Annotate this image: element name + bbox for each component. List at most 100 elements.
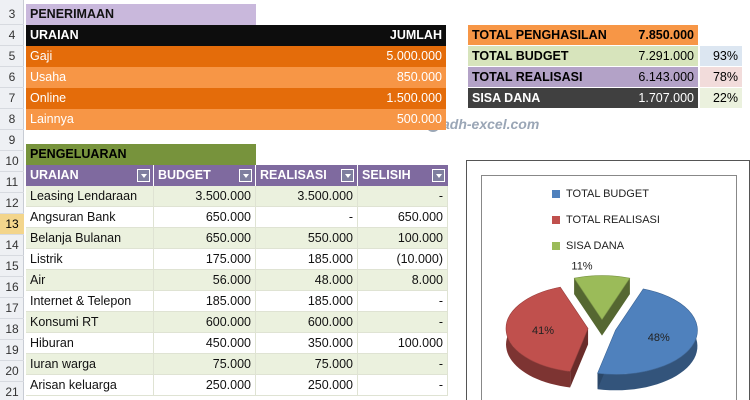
summary-label[interactable]: SISA DANA	[468, 88, 618, 109]
pengeluaran-selisih-cell[interactable]: 100.000	[358, 333, 448, 354]
pengeluaran-uraian-cell[interactable]: Internet & Telepon	[26, 291, 154, 312]
pengeluaran-budget-cell[interactable]: 56.000	[154, 270, 256, 291]
pengeluaran-realisasi-cell[interactable]: 3.500.000	[256, 186, 358, 207]
pengeluaran-budget-cell[interactable]: 175.000	[154, 249, 256, 270]
summary-percent[interactable]: 78%	[700, 67, 742, 88]
row-number[interactable]: 15	[0, 256, 24, 277]
row-number[interactable]: 18	[0, 319, 24, 340]
penerimaan-jumlah-cell[interactable]: 5.000.000	[346, 46, 446, 67]
pengeluaran-selisih-cell[interactable]: -	[358, 312, 448, 333]
pie-data-label: 11%	[571, 261, 592, 273]
pengeluaran-budget-cell[interactable]: 75.000	[154, 354, 256, 375]
pengeluaran-selisih-cell[interactable]: -	[358, 375, 448, 396]
summary-value[interactable]: 7.850.000	[618, 25, 698, 46]
row-number[interactable]: 17	[0, 298, 24, 319]
filter-dropdown-icon[interactable]	[341, 169, 354, 182]
penerimaan-title[interactable]: PENERIMAAN	[26, 4, 256, 25]
row-number[interactable]: 13	[0, 214, 24, 235]
pengeluaran-realisasi-cell[interactable]: 75.000	[256, 354, 358, 375]
pengeluaran-uraian-cell[interactable]: Arisan keluarga	[26, 375, 154, 396]
summary-value[interactable]: 6.143.000	[618, 67, 698, 88]
pengeluaran-budget-cell[interactable]: 650.000	[154, 228, 256, 249]
penerimaan-jumlah-cell[interactable]: 1.500.000	[346, 88, 446, 109]
penerimaan-header-jumlah[interactable]: JUMLAH	[346, 25, 446, 46]
pengeluaran-selisih-cell[interactable]: -	[358, 186, 448, 207]
row-number[interactable]: 7	[0, 88, 24, 109]
pengeluaran-uraian-cell[interactable]: Hiburan	[26, 333, 154, 354]
pengeluaran-uraian-cell[interactable]: Listrik	[26, 249, 154, 270]
pengeluaran-budget-cell[interactable]: 650.000	[154, 207, 256, 228]
pengeluaran-realisasi-cell[interactable]: 48.000	[256, 270, 358, 291]
penerimaan-jumlah-cell[interactable]: 500.000	[346, 109, 446, 130]
pie-chart-plot-area[interactable]: TOTAL BUDGET TOTAL REALISASI SISA DANA 11%…	[481, 175, 737, 400]
row-number[interactable]: 11	[0, 172, 24, 193]
pengeluaran-budget-cell[interactable]: 185.000	[154, 291, 256, 312]
row-number[interactable]: 4	[0, 25, 24, 46]
pengeluaran-selisih-cell[interactable]: 8.000	[358, 270, 448, 291]
penerimaan-header-uraian[interactable]: URAIAN	[26, 25, 346, 46]
pengeluaran-selisih-cell[interactable]: -	[358, 291, 448, 312]
pengeluaran-realisasi-cell[interactable]: 250.000	[256, 375, 358, 396]
pengeluaran-title[interactable]: PENGELUARAN	[26, 144, 256, 165]
legend-entry[interactable]: TOTAL BUDGET	[552, 188, 649, 200]
summary-value[interactable]: 7.291.000	[618, 46, 698, 67]
penerimaan-uraian-cell[interactable]: Online	[26, 88, 346, 109]
pengeluaran-realisasi-cell[interactable]: 185.000	[256, 249, 358, 270]
pengeluaran-uraian-cell[interactable]: Konsumi RT	[26, 312, 154, 333]
summary-value[interactable]: 1.707.000	[618, 88, 698, 109]
pengeluaran-realisasi-cell[interactable]: 185.000	[256, 291, 358, 312]
pengeluaran-uraian-cell[interactable]: Belanja Bulanan	[26, 228, 154, 249]
row-number[interactable]: 16	[0, 277, 24, 298]
filter-dropdown-icon[interactable]	[432, 169, 445, 182]
pie-slice[interactable]	[597, 288, 698, 391]
row-number[interactable]: 6	[0, 67, 24, 88]
pengeluaran-uraian-cell[interactable]: Air	[26, 270, 154, 291]
row-number[interactable]: 19	[0, 340, 24, 361]
pengeluaran-uraian-cell[interactable]: Angsuran Bank	[26, 207, 154, 228]
pengeluaran-budget-cell[interactable]: 450.000	[154, 333, 256, 354]
pengeluaran-selisih-cell[interactable]: (10.000)	[358, 249, 448, 270]
pengeluaran-realisasi-cell[interactable]: -	[256, 207, 358, 228]
pengeluaran-selisih-cell[interactable]: -	[358, 354, 448, 375]
summary-label[interactable]: TOTAL REALISASI	[468, 67, 618, 88]
pengeluaran-header-budget[interactable]: BUDGET	[154, 165, 256, 186]
summary-label[interactable]: TOTAL BUDGET	[468, 46, 618, 67]
legend-entry[interactable]: TOTAL REALISASI	[552, 214, 660, 226]
pengeluaran-realisasi-cell[interactable]: 350.000	[256, 333, 358, 354]
pengeluaran-budget-cell[interactable]: 3.500.000	[154, 186, 256, 207]
row-number[interactable]: 9	[0, 130, 24, 151]
penerimaan-jumlah-cell[interactable]: 850.000	[346, 67, 446, 88]
filter-dropdown-icon[interactable]	[239, 169, 252, 182]
pie-slice[interactable]	[505, 286, 589, 388]
pengeluaran-realisasi-cell[interactable]: 600.000	[256, 312, 358, 333]
pie-chart-frame[interactable]: TOTAL BUDGET TOTAL REALISASI SISA DANA 11%…	[466, 160, 750, 400]
filter-dropdown-icon[interactable]	[137, 169, 150, 182]
pengeluaran-header-selisih[interactable]: SELISIH	[358, 165, 448, 186]
pengeluaran-budget-cell[interactable]: 600.000	[154, 312, 256, 333]
pie-slice[interactable]	[573, 275, 631, 336]
penerimaan-uraian-cell[interactable]: Usaha	[26, 67, 346, 88]
row-number[interactable]: 12	[0, 193, 24, 214]
pengeluaran-realisasi-cell[interactable]: 550.000	[256, 228, 358, 249]
summary-percent[interactable]: 22%	[700, 88, 742, 109]
pengeluaran-uraian-cell[interactable]: Iuran warga	[26, 354, 154, 375]
penerimaan-uraian-cell[interactable]: Lainnya	[26, 109, 346, 130]
row-number[interactable]: 5	[0, 46, 24, 67]
pengeluaran-header-uraian[interactable]: URAIAN	[26, 165, 154, 186]
row-number[interactable]: 14	[0, 235, 24, 256]
pengeluaran-budget-cell[interactable]: 250.000	[154, 375, 256, 396]
pengeluaran-header-realisasi[interactable]: REALISASI	[256, 165, 358, 186]
row-number[interactable]: 20	[0, 361, 24, 382]
pengeluaran-uraian-cell[interactable]: Leasing Lendaraan	[26, 186, 154, 207]
penerimaan-uraian-cell[interactable]: Gaji	[26, 46, 346, 67]
row-number[interactable]: 8	[0, 109, 24, 130]
summary-percent[interactable]: 93%	[700, 46, 742, 67]
row-number[interactable]: 21	[0, 382, 24, 400]
pie-chart[interactable]: 11% 41% 48%	[482, 176, 736, 400]
row-number[interactable]: 10	[0, 151, 24, 172]
summary-label[interactable]: TOTAL PENGHASILAN	[468, 25, 618, 46]
legend-entry[interactable]: SISA DANA	[552, 240, 624, 252]
pengeluaran-selisih-cell[interactable]: 100.000	[358, 228, 448, 249]
pengeluaran-selisih-cell[interactable]: 650.000	[358, 207, 448, 228]
row-number[interactable]: 3	[0, 4, 24, 25]
